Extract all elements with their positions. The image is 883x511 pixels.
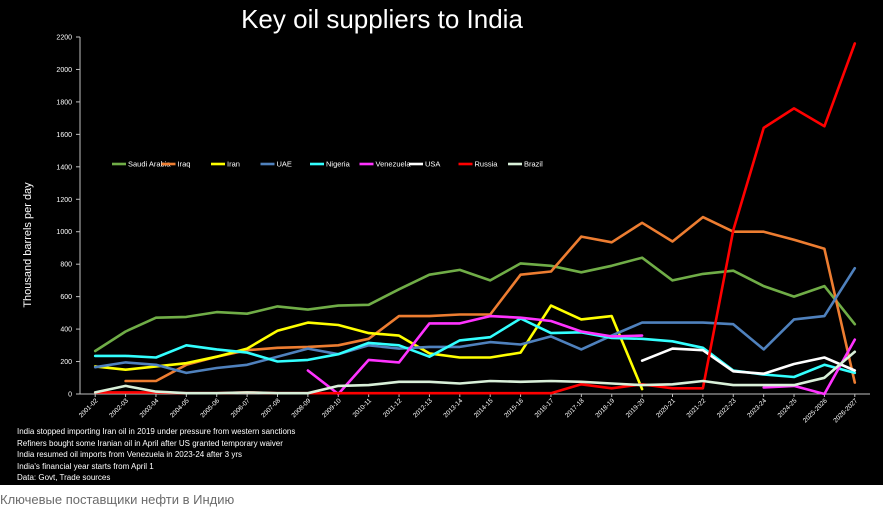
legend-label-brazil: Brazil xyxy=(524,160,543,169)
source-notes: India stopped importing Iran oil in 2019… xyxy=(17,426,295,484)
x-tick-label: 2025-2026 xyxy=(802,397,829,424)
x-tick-label: 2026-2027 xyxy=(832,397,859,424)
x-tick-label: 2023-24 xyxy=(746,397,768,419)
line-chart: Key oil suppliers to India Thousand barr… xyxy=(22,4,870,424)
x-tick-label: 2007-08 xyxy=(260,397,282,419)
y-tick-label: 2000 xyxy=(56,67,72,74)
legend: Saudi Arabia Iraq Iran UAE Nigeria Venezuela U… xyxy=(112,160,543,169)
series-line-russia xyxy=(93,42,857,395)
series-line-usa xyxy=(640,347,857,375)
note-line: India stopped importing Iran oil in 2019… xyxy=(17,427,296,436)
y-tick-label: 2200 xyxy=(56,35,72,42)
y-tick-label: 1200 xyxy=(56,197,72,204)
y-tick-label: 1400 xyxy=(56,164,72,171)
y-tick-label: 200 xyxy=(60,359,72,366)
legend-label-saudi-arabia: Saudi Arabia xyxy=(128,160,171,169)
x-tick-label: 2003-04 xyxy=(139,397,161,419)
legend-label-russia: Russia xyxy=(475,160,499,169)
y-tick-label: 600 xyxy=(60,294,72,301)
note-line: Refiners bought some Iranian oil in Apri… xyxy=(17,438,283,448)
x-tick-label: 2024-25 xyxy=(777,397,799,419)
chart-title: Key oil suppliers to India xyxy=(241,4,523,34)
y-tick-label: 800 xyxy=(60,262,72,269)
y-tick-label: 400 xyxy=(60,327,72,334)
axes: 0 200 400 600 800 1000 1200 1400 1600 1800 2000 220… xyxy=(56,35,870,424)
x-tick-label: 2002-03 xyxy=(108,397,130,419)
x-tick-label: 2009-10 xyxy=(321,397,343,419)
y-tick-label: 1600 xyxy=(56,132,72,139)
x-tick-label: 2019-20 xyxy=(625,397,647,419)
series-lines xyxy=(93,42,857,396)
chart-panel: Key oil suppliers to India Thousand barr… xyxy=(0,0,883,485)
x-tick-label: 2020-21 xyxy=(655,397,677,419)
note-line: India's financial year starts from April… xyxy=(17,461,154,471)
y-tick-label: 1000 xyxy=(56,229,72,236)
legend-label-iraq: Iraq xyxy=(178,160,191,169)
x-tick-label: 2005-06 xyxy=(199,397,221,419)
x-tick-label: 2018-19 xyxy=(594,397,616,419)
x-tick-label: 2016-17 xyxy=(534,397,556,419)
legend-label-venezuela: Venezuela xyxy=(376,160,412,169)
x-tick-label: 2017-18 xyxy=(564,397,586,419)
series-line-brazil xyxy=(93,350,857,395)
x-tick-label: 2001-02 xyxy=(78,397,100,419)
y-tick-label: 1800 xyxy=(56,99,72,106)
y-axis-label: Thousand barrels per day xyxy=(22,182,34,308)
image-caption: Ключевые поставщики нефти в Индию xyxy=(0,492,235,507)
note-line: Data: Govt, Trade sources xyxy=(17,473,111,482)
x-tick-label: 2010-11 xyxy=(352,397,374,419)
y-tick-label: 0 xyxy=(68,392,72,399)
legend-label-iran: Iran xyxy=(227,160,240,169)
x-tick-label: 2014-15 xyxy=(473,397,495,419)
x-tick-label: 2012-13 xyxy=(412,397,434,419)
x-tick-label: 2022-23 xyxy=(716,397,738,419)
series-line-saudi-arabia xyxy=(93,256,857,353)
x-tick-label: 2006-07 xyxy=(230,397,252,419)
x-tick-label: 2021-22 xyxy=(685,397,707,419)
series-line-iran xyxy=(93,304,644,391)
legend-label-usa: USA xyxy=(425,160,440,169)
note-line: India resumed oil imports from Venezuela… xyxy=(17,450,243,459)
x-tick-label: 2013-14 xyxy=(442,397,464,419)
series-line-uae xyxy=(93,266,857,375)
x-tick-label: 2015-16 xyxy=(503,397,525,419)
legend-label-uae: UAE xyxy=(277,160,292,169)
x-tick-label: 2011-12 xyxy=(382,397,404,419)
legend-label-nigeria: Nigeria xyxy=(326,160,351,169)
series-line-venezuela xyxy=(306,314,857,396)
x-tick-label: 2004-05 xyxy=(169,397,191,419)
x-tick-label: 2008-09 xyxy=(290,397,312,419)
